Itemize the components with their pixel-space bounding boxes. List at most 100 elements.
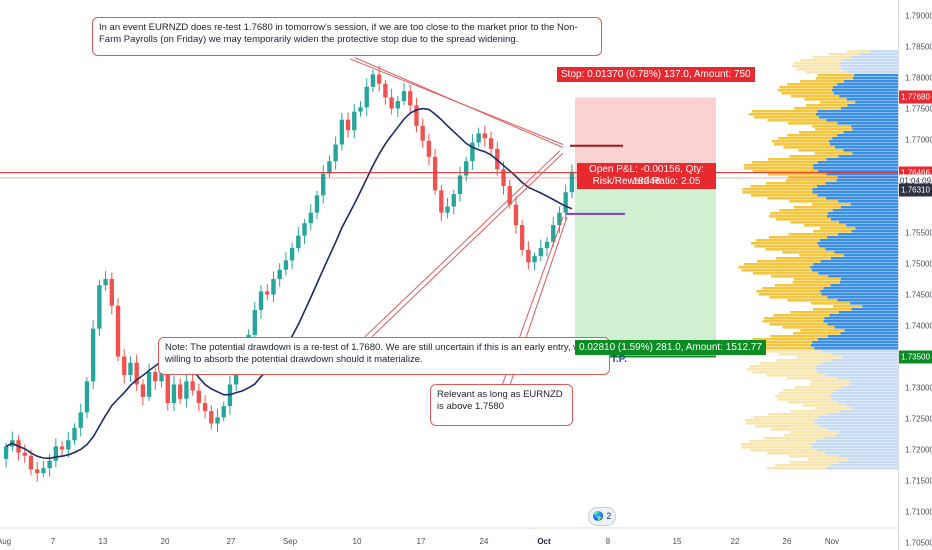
profile-bar-sell — [745, 419, 814, 422]
profile-bar-buy — [851, 308, 898, 311]
profile-bar-buy — [837, 401, 898, 404]
profile-bar-buy — [819, 239, 898, 242]
profile-bar-buy — [827, 335, 898, 338]
profile-bar-buy — [834, 146, 898, 149]
profile-bar-sell — [742, 188, 813, 191]
profile-bar-sell — [769, 323, 828, 326]
profile-bar-buy — [831, 359, 898, 362]
profile-bar-buy — [825, 248, 898, 251]
profile-bar-buy — [821, 362, 898, 365]
candle-body — [258, 291, 264, 311]
profile-bar-buy — [817, 338, 898, 341]
profile-bar-buy — [855, 227, 898, 230]
volume-profile — [738, 50, 898, 470]
profile-bar-buy — [862, 305, 898, 308]
candle-body — [122, 356, 127, 376]
profile-bar-buy — [838, 431, 898, 434]
candle-body — [395, 101, 400, 109]
profile-bar-sell — [743, 164, 814, 167]
candle-body — [53, 446, 59, 461]
profile-bar-buy — [828, 275, 898, 278]
profile-bar-buy — [838, 311, 898, 314]
profile-bar-buy — [825, 374, 898, 377]
profile-bar-sell — [776, 359, 832, 362]
profile-bar-sell — [777, 89, 832, 92]
candle-body — [383, 83, 388, 98]
profile-bar-buy — [811, 443, 898, 446]
profile-bar-sell — [774, 284, 831, 287]
profile-bar-sell — [769, 296, 828, 299]
profile-bar-sell — [782, 326, 835, 329]
candle-body — [488, 138, 494, 149]
profile-bar-buy — [834, 251, 898, 254]
profile-bar-sell — [789, 200, 839, 203]
profile-bar-buy — [814, 422, 898, 425]
profile-bar-buy — [835, 434, 898, 437]
profile-bar-sell — [773, 314, 830, 317]
profile-bar-sell — [791, 65, 840, 68]
position-zones — [575, 97, 716, 358]
profile-bar-sell — [765, 182, 826, 185]
candle-body — [140, 384, 146, 397]
price-tick-label: 1.75000 — [905, 259, 932, 269]
profile-bar-sell — [774, 143, 830, 146]
profile-bar-buy — [840, 62, 898, 65]
candle-body — [563, 192, 568, 213]
time-tick-label: Sep — [282, 537, 298, 546]
annotation-drawdown-note[interactable]: Note: The potential drawdown is a re-tes… — [158, 337, 610, 375]
profile-bar-buy — [826, 197, 898, 200]
candle-body — [327, 161, 332, 174]
profile-bar-sell — [819, 101, 856, 104]
profile-bar-sell — [789, 455, 839, 458]
take-profit-label: T.P. — [611, 354, 627, 365]
annotation-support-note[interactable]: Relevant as long as EURNZD is above 1.75… — [430, 384, 573, 426]
profile-bar-sell — [754, 425, 820, 428]
profile-bar-sell — [811, 203, 851, 206]
candle-body — [345, 119, 351, 131]
candle-body — [84, 381, 90, 413]
profile-bar-buy — [817, 161, 898, 164]
profile-bar-sell — [802, 404, 846, 407]
stop-label: Stop: 0.01370 (0.78%) 137.0, Amount: 750 — [557, 67, 755, 82]
candle-body — [184, 381, 189, 399]
price-axis[interactable] — [898, 0, 932, 550]
candle-body — [370, 74, 376, 87]
price-tick-label: 1.77000 — [905, 135, 932, 144]
candle-body — [451, 194, 456, 207]
candle-body — [296, 235, 301, 249]
candle-body — [544, 241, 550, 249]
profile-bar-buy — [848, 458, 898, 461]
profile-bar-buy — [824, 437, 898, 440]
profile-bar-buy — [826, 215, 898, 218]
profile-bar-buy — [825, 452, 898, 455]
candle-body — [420, 125, 425, 141]
profile-bar-buy — [832, 209, 898, 212]
profile-bar-sell — [800, 59, 845, 62]
profile-bar-buy — [847, 71, 898, 74]
profile-bar-buy — [838, 461, 898, 464]
candle-body — [432, 156, 438, 191]
time-tick-label: 15 — [672, 537, 682, 546]
profile-bar-buy — [826, 173, 898, 176]
profile-bar-sell — [815, 407, 853, 410]
price-tick-label: 1.73000 — [905, 383, 932, 393]
candle-body — [277, 269, 282, 280]
candle-body — [215, 417, 220, 424]
profile-bar-buy — [837, 122, 898, 125]
profile-bar-buy — [850, 302, 898, 305]
profile-bar-buy — [851, 230, 898, 233]
profile-bar-sell — [759, 362, 822, 365]
price-tick-label: 1.77500 — [905, 104, 932, 113]
profile-bar-buy — [813, 419, 898, 422]
price-tick-label: 1.78000 — [905, 73, 932, 82]
price-tick-label: 1.71000 — [905, 507, 932, 517]
candle-body — [333, 144, 338, 162]
profile-bar-buy — [839, 65, 898, 68]
annotation-retest-note[interactable]: In an event EURNZD does re-test 1.7680 i… — [92, 17, 602, 56]
time-tick-label: 22 — [730, 537, 740, 546]
events-logo-icon[interactable]: 🌎 2 — [588, 507, 616, 526]
profile-bar-sell — [752, 272, 819, 275]
time-tick-label: 13 — [98, 537, 108, 546]
profile-bar-buy — [845, 404, 898, 407]
profile-bar-sell — [741, 446, 812, 449]
